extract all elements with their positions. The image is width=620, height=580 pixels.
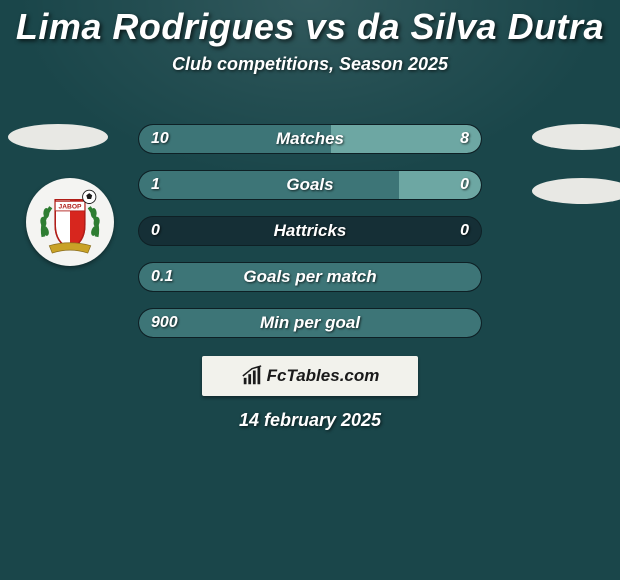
- placeholder-ellipse-right-2: [532, 178, 620, 204]
- stat-value-left: 0: [151, 222, 160, 240]
- stats-list: 10 Matches 8 1 Goals 0 0 Hattricks 0 0.1 Goals per…: [138, 124, 482, 354]
- stat-value-right: 0: [460, 222, 469, 240]
- club-badge-icon: JABOP: [33, 185, 107, 259]
- stat-row: 0.1 Goals per match: [138, 262, 482, 292]
- brand-label: FcTables.com: [267, 366, 380, 386]
- subtitle: Club competitions, Season 2025: [0, 54, 620, 75]
- comparison-card: Lima Rodrigues vs da Silva Dutra Club co…: [0, 0, 620, 580]
- stat-row: 900 Min per goal: [138, 308, 482, 338]
- date-label: 14 february 2025: [239, 410, 381, 431]
- stat-value-left: 900: [151, 314, 178, 332]
- stat-label: Goals: [286, 175, 333, 195]
- stat-row: 0 Hattricks 0: [138, 216, 482, 246]
- stat-value-left: 1: [151, 176, 160, 194]
- stat-value-left: 10: [151, 130, 169, 148]
- stat-row: 10 Matches 8: [138, 124, 482, 154]
- placeholder-ellipse-left: [8, 124, 108, 150]
- stat-value-right: 0: [460, 176, 469, 194]
- stat-value-left: 0.1: [151, 268, 173, 286]
- stat-row: 1 Goals 0: [138, 170, 482, 200]
- stat-label: Min per goal: [260, 313, 360, 333]
- page-title: Lima Rodrigues vs da Silva Dutra: [0, 0, 620, 48]
- stat-label: Goals per match: [243, 267, 376, 287]
- stat-label: Matches: [276, 129, 344, 149]
- brand-card[interactable]: FcTables.com: [202, 356, 418, 396]
- placeholder-ellipse-right-1: [532, 124, 620, 150]
- stat-label: Hattricks: [274, 221, 347, 241]
- club-badge: JABOP: [26, 178, 114, 266]
- stat-fill-right: [331, 125, 481, 153]
- chart-icon: [241, 365, 263, 387]
- stat-fill-left: [139, 171, 399, 199]
- stat-value-right: 8: [460, 130, 469, 148]
- svg-text:JABOP: JABOP: [59, 204, 82, 211]
